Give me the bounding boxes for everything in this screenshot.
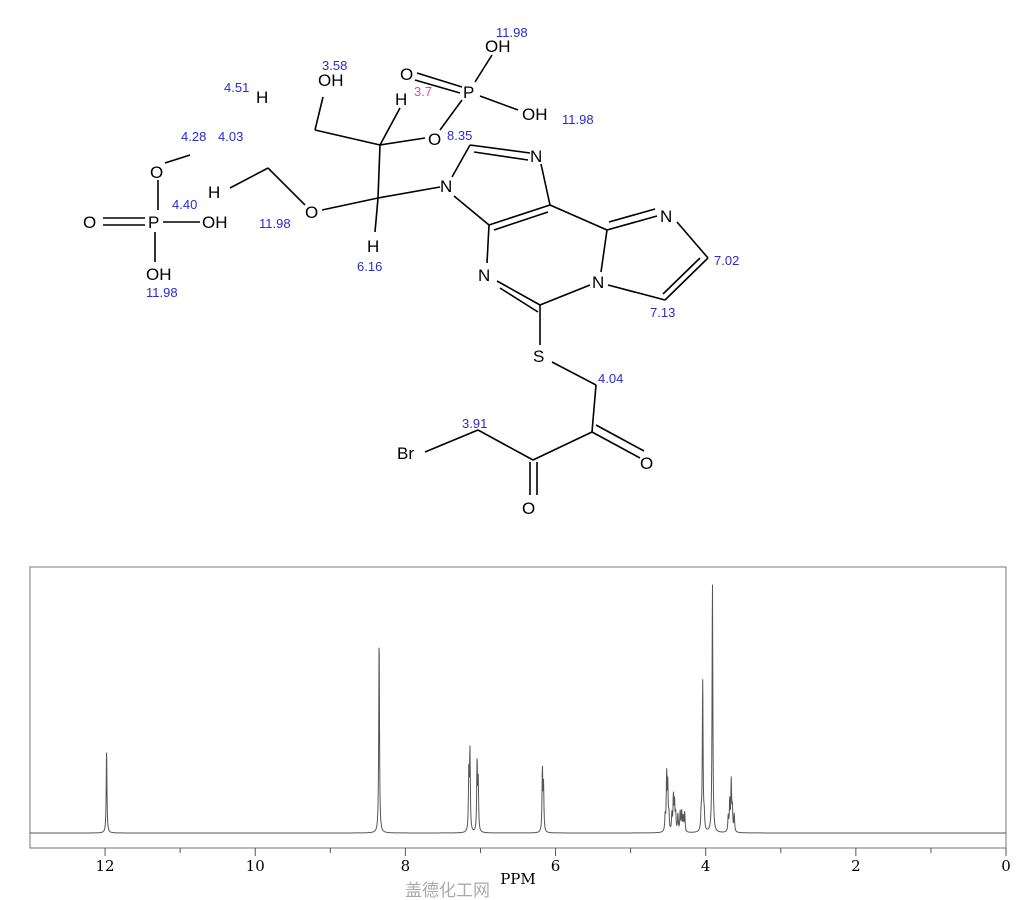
atom-oh: OH bbox=[318, 71, 344, 90]
atom-labels: O O P OH OH H O H H O O P OH OH OH H N N… bbox=[83, 37, 672, 518]
atom-n: N bbox=[440, 177, 452, 196]
molecule-structure: O O P OH OH H O H H O O P OH OH OH H N N… bbox=[83, 25, 739, 518]
atom-o: O bbox=[150, 163, 163, 182]
atom-oh: OH bbox=[146, 265, 172, 284]
shift-label: 4.03 bbox=[218, 129, 243, 144]
spectrum-chart: 12 10 8 6 4 2 0 PPM 盖德化工网 bbox=[29, 566, 1011, 900]
shift-label: 3.58 bbox=[322, 58, 347, 73]
atom-n: N bbox=[530, 147, 542, 166]
x-axis: 12 10 8 6 4 2 0 bbox=[96, 848, 1011, 875]
shift-label: 4.51 bbox=[224, 80, 249, 95]
bonds bbox=[103, 54, 709, 495]
shift-label: 6.16 bbox=[357, 259, 382, 274]
x-axis-label: PPM bbox=[500, 870, 536, 888]
x-tick-label: 6 bbox=[551, 857, 561, 875]
shift-label: 4.40 bbox=[172, 197, 197, 212]
shift-label: 11.98 bbox=[259, 216, 291, 231]
atom-p: P bbox=[148, 213, 159, 232]
atom-o: O bbox=[305, 203, 318, 222]
shift-label: 11.98 bbox=[496, 25, 528, 40]
atom-h: H bbox=[256, 88, 268, 107]
shift-label: 11.98 bbox=[146, 285, 178, 300]
atom-oh: OH bbox=[202, 213, 228, 232]
shift-label: 11.98 bbox=[562, 112, 594, 127]
x-tick-label: 10 bbox=[246, 857, 265, 875]
atom-n: N bbox=[478, 266, 490, 285]
shift-label: 8.35 bbox=[447, 128, 472, 143]
plot-frame bbox=[29, 566, 1007, 849]
shift-label: 4.04 bbox=[598, 371, 623, 386]
x-tick-label: 4 bbox=[701, 857, 711, 875]
atom-h: H bbox=[208, 183, 220, 202]
atom-o: O bbox=[640, 454, 653, 473]
shift-label: 4.28 bbox=[181, 129, 206, 144]
atom-h: H bbox=[395, 90, 407, 109]
shift-labels: 11.98 11.98 3.58 3.7 4.51 4.28 4.03 8.35… bbox=[146, 25, 739, 431]
atom-o: O bbox=[522, 499, 535, 518]
atom-oh: OH bbox=[522, 105, 548, 124]
atom-n: N bbox=[592, 273, 604, 292]
atom-o: O bbox=[428, 130, 441, 149]
shift-label: 7.02 bbox=[714, 253, 739, 268]
atom-oh: OH bbox=[485, 37, 511, 56]
shift-label: 3.91 bbox=[462, 416, 487, 431]
atom-br: Br bbox=[397, 444, 414, 463]
shift-label: 7.13 bbox=[650, 305, 675, 320]
x-tick-label: 2 bbox=[851, 857, 861, 875]
watermark: 盖德化工网 bbox=[405, 881, 490, 900]
atom-s: S bbox=[533, 347, 544, 366]
shift-label: 3.7 bbox=[414, 84, 432, 99]
x-tick-label: 0 bbox=[1001, 857, 1011, 875]
spectrum-line bbox=[30, 584, 1006, 834]
x-tick-label: 8 bbox=[401, 857, 411, 875]
atom-p: P bbox=[463, 83, 474, 102]
atom-o: O bbox=[400, 65, 413, 84]
atom-n: N bbox=[660, 207, 672, 226]
x-tick-label: 12 bbox=[96, 857, 115, 875]
atom-o: O bbox=[83, 213, 96, 232]
atom-h: H bbox=[367, 237, 379, 256]
